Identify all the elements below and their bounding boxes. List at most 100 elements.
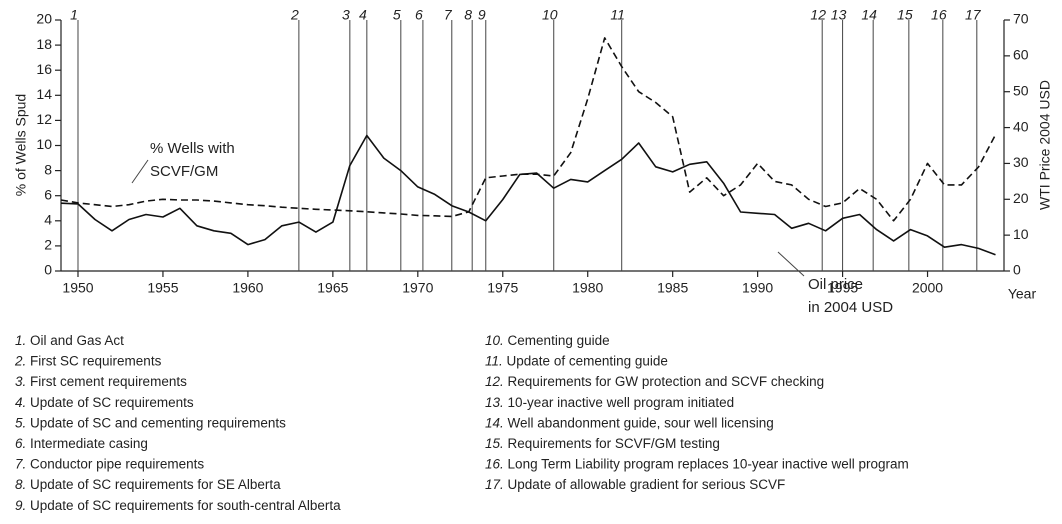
- annotation-leader: [777, 251, 805, 277]
- note-number: 4.: [15, 394, 26, 409]
- note-number: 9.: [15, 497, 26, 512]
- note: 5. Update of SC and cementing requiremen…: [15, 415, 286, 430]
- event-label: 6: [415, 7, 423, 23]
- note-text: Update of SC and cementing requirements: [30, 415, 286, 430]
- note-text: First cement requirements: [30, 374, 187, 389]
- y-axis-label: % of Wells Spud: [13, 94, 29, 196]
- event-label: 14: [861, 7, 877, 23]
- y2-tick-label: 50: [1013, 82, 1029, 98]
- y-tick-label: 14: [36, 86, 52, 102]
- note-text: Well abandonment guide, sour well licens…: [508, 415, 774, 430]
- y2-tick-label: 60: [1013, 47, 1029, 63]
- note: 9. Update of SC requirements for south-c…: [15, 497, 341, 512]
- x-tick-label: 1955: [147, 280, 178, 296]
- note-text: Long Term Liability program replaces 10-…: [508, 456, 909, 471]
- x-tick-label: 1980: [572, 280, 603, 296]
- x-tick-label: 1965: [317, 280, 348, 296]
- event-label: 9: [478, 7, 486, 23]
- note-number: 14.: [485, 415, 504, 430]
- oil-price-line: [60, 37, 997, 222]
- note-text: 10-year inactive well program initiated: [508, 394, 735, 409]
- note-text: Conductor pipe requirements: [30, 456, 204, 471]
- note-number: 1.: [15, 333, 26, 348]
- note-text: Update of cementing guide: [507, 353, 668, 368]
- event-label: 5: [393, 7, 401, 23]
- y-tick-label: 2: [44, 237, 52, 253]
- note: 6. Intermediate casing: [15, 436, 148, 451]
- y2-tick-label: 0: [1013, 262, 1021, 278]
- y-tick-label: 8: [44, 161, 52, 177]
- event-label: 16: [931, 7, 947, 23]
- event-label: 7: [444, 7, 453, 23]
- y2-tick-label: 10: [1013, 226, 1029, 242]
- event-label: 13: [831, 7, 847, 23]
- note-text: Oil and Gas Act: [30, 333, 124, 348]
- note: 14. Well abandonment guide, sour well li…: [485, 415, 774, 430]
- note-number: 13.: [485, 394, 504, 409]
- x-tick-label: 1990: [742, 280, 773, 296]
- x-tick-label: 1975: [487, 280, 518, 296]
- note-text: Update of allowable gradient for serious…: [508, 477, 786, 492]
- note-number: 7.: [15, 456, 26, 471]
- note-text: First SC requirements: [30, 353, 162, 368]
- annotation: SCVF/GM: [150, 163, 218, 180]
- event-label: 4: [359, 7, 367, 23]
- note: 2. First SC requirements: [14, 353, 162, 368]
- event-label: 12: [810, 7, 826, 23]
- x-tick-label: 1970: [402, 280, 433, 296]
- note: 17. Update of allowable gradient for ser…: [485, 477, 785, 492]
- note-text: Update of SC requirements: [30, 394, 194, 409]
- y2-axis-label: WTI Price 2004 USD: [1037, 80, 1053, 210]
- x-tick-label: 1985: [657, 280, 688, 296]
- y-tick-label: 6: [44, 186, 52, 202]
- event-label: 10: [542, 7, 558, 23]
- note: 8. Update of SC requirements for SE Albe…: [15, 477, 281, 492]
- y2-tick-label: 70: [1013, 11, 1029, 27]
- note: 11. Update of cementing guide: [485, 353, 668, 368]
- note: 13. 10-year inactive well program initia…: [485, 394, 734, 409]
- note-text: Update of SC requirements for south-cent…: [30, 497, 341, 512]
- note-number: 11.: [485, 353, 503, 368]
- annotation: in 2004 USD: [808, 299, 893, 316]
- event-label: 17: [965, 7, 982, 23]
- note: 3. First cement requirements: [15, 374, 187, 389]
- note-text: Cementing guide: [508, 333, 610, 348]
- note-text: Update of SC requirements for SE Alberta: [30, 477, 281, 492]
- event-label: 1: [70, 7, 78, 23]
- note-number: 8.: [15, 477, 26, 492]
- x-tick-label: 1950: [62, 280, 93, 296]
- note-number: 5.: [15, 415, 26, 430]
- x-tick-label: 2000: [912, 280, 943, 296]
- note: 15. Requirements for SCVF/GM testing: [485, 436, 720, 451]
- note: 7. Conductor pipe requirements: [15, 456, 204, 471]
- event-label: 8: [464, 7, 472, 23]
- y2-tick-label: 20: [1013, 190, 1029, 206]
- event-label: 2: [290, 7, 299, 23]
- note: 16. Long Term Liability program replaces…: [485, 456, 909, 471]
- y2-tick-label: 40: [1013, 118, 1029, 134]
- note: 12. Requirements for GW protection and S…: [485, 374, 824, 389]
- note-number: 16.: [485, 456, 504, 471]
- y-tick-label: 18: [36, 36, 52, 52]
- note: 1. Oil and Gas Act: [15, 333, 124, 348]
- note: 10. Cementing guide: [485, 333, 610, 348]
- y-tick-label: 12: [36, 111, 52, 127]
- y2-tick-label: 30: [1013, 154, 1029, 170]
- note-number: 17.: [485, 477, 504, 492]
- note: 4. Update of SC requirements: [15, 394, 194, 409]
- event-label: 15: [897, 7, 913, 23]
- note-number: 3.: [15, 374, 26, 389]
- note-text: Intermediate casing: [30, 436, 148, 451]
- event-label: 3: [342, 7, 350, 23]
- note-number: 6.: [15, 436, 26, 451]
- annotation: % Wells with: [150, 140, 235, 157]
- note-number: 12.: [485, 374, 504, 389]
- y-tick-label: 16: [36, 61, 52, 77]
- note-text: Requirements for GW protection and SCVF …: [508, 374, 825, 389]
- x-axis-label: Year: [1008, 286, 1037, 302]
- annotation: Oil price: [808, 276, 863, 293]
- note-number: 2.: [14, 353, 26, 368]
- event-label: 11: [610, 7, 625, 23]
- note-text: Requirements for SCVF/GM testing: [508, 436, 720, 451]
